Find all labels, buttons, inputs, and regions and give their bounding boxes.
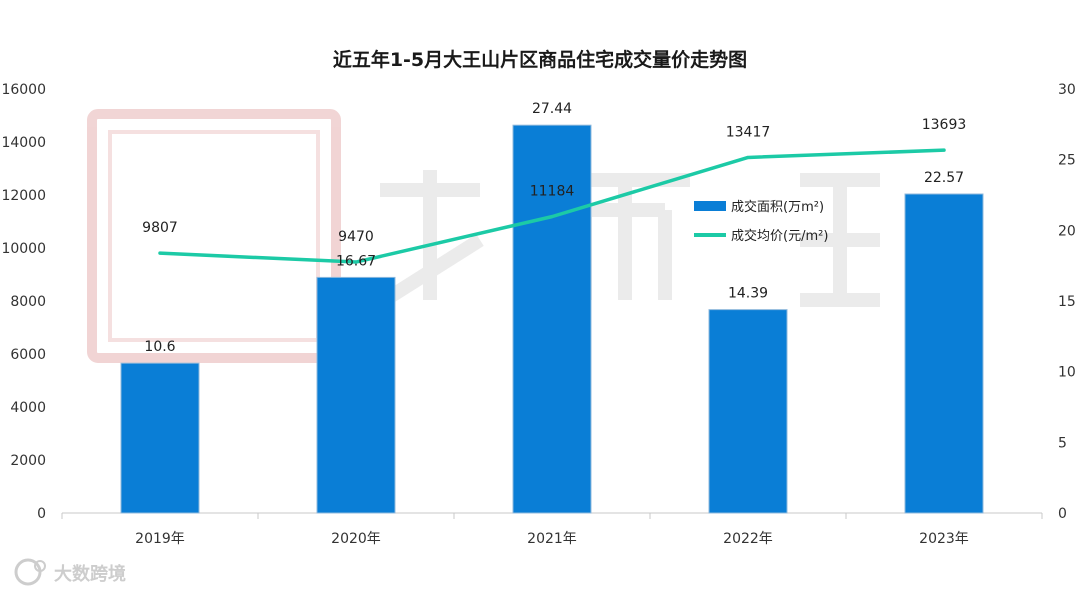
line-data-labels: 9807 9470 11184 13417 13693 [142, 117, 966, 245]
line-data-label: 13693 [922, 117, 967, 133]
line-data-label: 9807 [142, 220, 178, 236]
legend-bar-swatch [694, 201, 726, 211]
bar-data-label: 14.39 [728, 286, 768, 302]
line-point [158, 251, 162, 255]
bar [708, 309, 788, 514]
y-left-tick-label: 10000 [1, 241, 46, 257]
line-data-label: 11184 [530, 184, 575, 200]
line-point [550, 215, 554, 219]
y-left-tick-label: 2000 [10, 453, 46, 469]
bar [120, 362, 200, 514]
watermark-seal [87, 109, 341, 363]
line-point [746, 155, 750, 159]
x-tick-label: 2019年 [135, 531, 185, 547]
bar [512, 124, 592, 514]
bar-data-labels: 10.6 16.67 27.44 14.39 22.57 [144, 101, 964, 355]
x-axis-ticks: 2019年 2020年 2021年 2022年 2023年 [61, 513, 1043, 547]
y-left-tick-label: 14000 [1, 135, 46, 151]
x-tick-label: 2023年 [919, 531, 969, 547]
legend-bar-label: 成交面积(万m²) [731, 199, 824, 215]
watermark-brand: 大数跨境 [14, 558, 126, 586]
legend: 成交面积(万m²) 成交均价(元/m²) [694, 199, 828, 244]
y-right-tick-label: 30 [1058, 82, 1076, 98]
line-point [354, 260, 358, 264]
line-point [942, 148, 946, 152]
watermark-seal-inner [108, 130, 320, 342]
x-tick-label: 2022年 [723, 531, 773, 547]
y-right-tick-label: 10 [1058, 365, 1076, 381]
bar-series [120, 124, 984, 514]
y-left-tick-label: 0 [37, 506, 46, 522]
y-right-tick-label: 5 [1058, 435, 1067, 451]
y-right-tick-label: 0 [1058, 506, 1067, 522]
x-tick-label: 2021年 [527, 531, 577, 547]
line-data-label: 9470 [338, 229, 374, 245]
y-left-tick-label: 8000 [10, 294, 46, 310]
line-data-label: 13417 [726, 124, 771, 140]
bar-data-label: 10.6 [144, 339, 175, 355]
y-right-tick-label: 20 [1058, 223, 1076, 239]
watermark-brand-icon-dot [34, 560, 46, 572]
y-right-tick-label: 25 [1058, 153, 1076, 169]
watermark-brand-text: 大数跨境 [54, 563, 126, 585]
bar [316, 276, 396, 514]
y-left-tick-label: 12000 [1, 188, 46, 204]
chart-title: 近五年1-5月大王山片区商品住宅成交量价走势图 [333, 48, 747, 71]
line-series [158, 148, 946, 264]
bar-data-label: 16.67 [336, 253, 376, 269]
bar-data-label: 27.44 [532, 101, 572, 117]
legend-line-label: 成交均价(元/m²) [731, 228, 828, 244]
y-left-tick-label: 6000 [10, 347, 46, 363]
y-axis-left-ticks: 0 2000 4000 6000 8000 10000 12000 14000 16000 [1, 82, 46, 522]
y-axis-right-ticks: 0 5 10 15 20 25 30 [1058, 82, 1076, 522]
y-right-tick-label: 15 [1058, 294, 1076, 310]
y-left-tick-label: 4000 [10, 400, 46, 416]
watermark: 大数跨境 [14, 109, 880, 586]
bar [904, 193, 984, 514]
bar-data-label: 22.57 [924, 170, 964, 186]
x-tick-label: 2020年 [331, 531, 381, 547]
y-left-tick-label: 16000 [1, 82, 46, 98]
